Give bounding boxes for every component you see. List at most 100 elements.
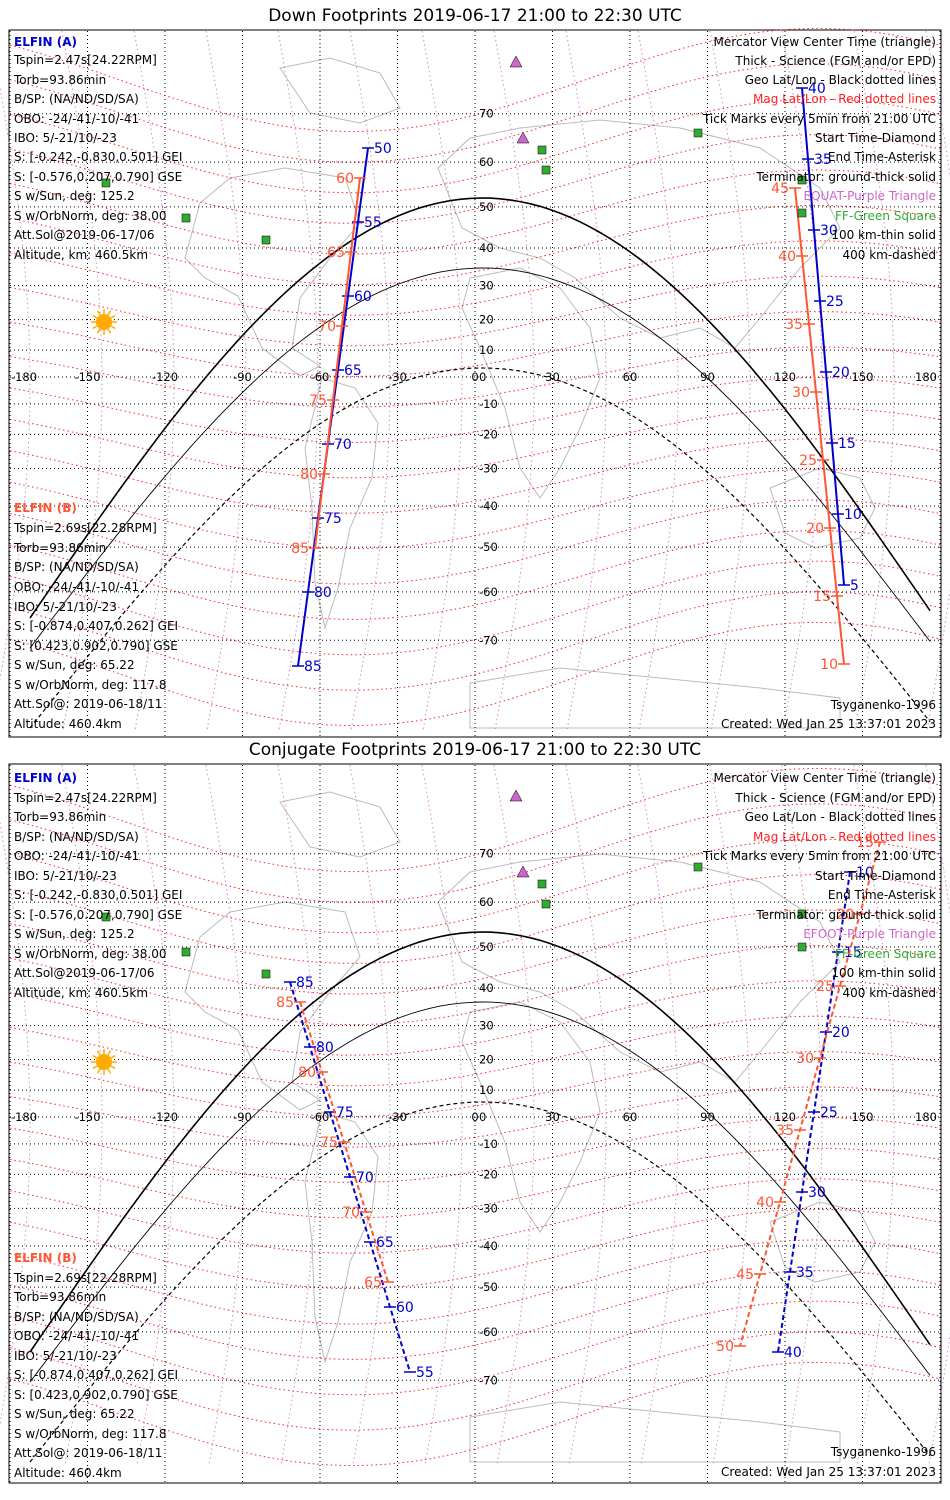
info-line: OBO: -24/-41/-10/-41 [14,849,139,863]
lat-tick-label: 50 [479,200,494,214]
lon-tick-label: 120 [774,1110,796,1124]
info-line: Torb=93.86min [13,73,106,87]
ff-green-square [541,165,551,175]
lat-tick-label: 20 [479,1053,494,1067]
model-label: Tsyganenko-1996 [830,1445,936,1459]
track-tick-label: 80 [316,1040,334,1056]
mag-lon-line [349,764,391,1466]
coastline [184,901,361,1111]
track-tick-label: 35 [776,1123,794,1139]
ff-green-square [537,145,547,155]
info-line: Torb=93.86min [13,810,106,824]
legend-item: Thick - Science (FGM and/or EPD) [734,791,936,805]
ff-green-square [101,912,111,922]
info-line: OBO: -24/-41/-10/-41 [14,1329,139,1343]
elfin-b-track [794,187,845,665]
track-tick-label: 25 [820,1105,838,1121]
legend-item: Geo Lat/Lon - Black dotted lines [745,73,936,87]
legend-item: End Time-Asterisk [828,888,936,902]
legend-item: Terminator: ground-thick solid [755,170,936,184]
track-tick-label: 20 [806,521,824,537]
info-line: S w/Sun, deg: 65.22 [14,1407,135,1421]
info-line: S: [0.423,0.902,0.790] GSE [14,639,178,653]
axis-labels: 706050403020100-10-20-30-40-50-60-70-180… [11,107,937,648]
track-tick-label: 85 [304,659,322,675]
sun-ray [92,1054,98,1059]
elfin-a-info: ELFIN (A) Tspin=2.47s[24.22RPM] Torb=93.… [13,35,182,262]
coastline [304,377,379,630]
track-tick-label: 25 [816,979,834,995]
coastline [437,119,841,349]
track-tick-label: 25 [799,453,817,469]
sun-ray [96,1050,101,1056]
mag-lat-line [9,311,941,377]
info-line: S w/OrbNorm, deg: 38.00 [14,209,166,223]
legend-item: Tick Marks every 5min from 21:00 UTC [702,112,936,126]
footprint-tracks: 40 35 30 25 20 15 10 5 45 40 35 30 25 20 15 10 50 55 60 65 7… [291,81,862,675]
lat-tick-label: -20 [479,1167,498,1181]
lat-tick-label: 10 [479,343,494,357]
lat-tick-label: -70 [479,1373,498,1387]
legend-item: Start Time-Diamond [815,869,936,883]
lat-tick-label: 0 [479,1110,486,1124]
track-tick-label: 15 [813,589,831,605]
legend-item: Terminator: ground-thick solid [755,908,936,922]
lat-tick-label: -50 [479,540,498,554]
track-tick-label: 85 [276,995,294,1011]
track-tick-label: 10 [820,657,838,673]
terminator-line [29,1001,931,1383]
lat-tick-label: -60 [479,585,498,599]
lat-tick-label: -70 [479,633,498,647]
track-tick-label: 35 [814,152,832,168]
legend-item: Start Time-Diamond [815,131,936,145]
mag-lon-line [277,30,319,732]
elfin-a-track [801,87,845,586]
lon-tick-label: -30 [388,370,407,384]
track-tick-label: 65 [364,1275,382,1291]
mag-lat-line [9,1117,941,1183]
track-tick-label: 70 [356,1170,374,1186]
track-tick-label: 45 [771,181,789,197]
ff-green-square [693,128,703,138]
track-tick-label: 65 [344,363,362,379]
lat-tick-label: 60 [479,895,494,909]
info-line: S: [0.423,0.902,0.790] GSE [14,1388,178,1402]
info-line: S: [-0.874,0.407,0.262] GEI [14,1368,178,1382]
lon-tick-label: -180 [11,1110,37,1124]
coastline [469,667,841,729]
mag-lon-line [61,764,103,1466]
info-line: Att.Sol@2019-06-17/06 [14,966,155,980]
panel-title-down: Down Footprints 2019-06-17 21:00 to 22:3… [268,6,682,26]
legend-item: Geo Lat/Lon - Black dotted lines [745,810,936,824]
purple-triangle-icon [509,789,523,802]
coastline [304,1111,379,1364]
mag-lon-line [133,30,175,732]
legend-item: Mercator View Center Time (triangle) [714,35,936,49]
track-tick-label: 55 [364,215,382,231]
ff-green-square [797,208,807,218]
track-tick-label: 70 [318,319,336,335]
elfin-b-info: ELFIN (B) Tspin=2.69s[22.28RPM] Torb=93.… [13,1251,178,1480]
mag-lon-line [709,764,751,1466]
track-tick-label: 60 [336,171,354,187]
lon-tick-label: 30 [545,1110,560,1124]
legend-item: Mag Lat/Lon - Red dotted lines [753,92,936,106]
lat-tick-label: 70 [479,847,494,861]
ff-green-square [181,947,191,957]
ff-green-square [693,862,703,872]
sun-ray [110,1065,116,1070]
track-tick-label: 85 [296,975,314,991]
footprint-tracks: 10 15 20 25 30 35 40 15 20 25 30 35 40 45 50 85 80 75 70 65… [276,835,886,1381]
mag-lon-line [637,764,679,1466]
info-line: B/SP: (NA/ND/SD/SA) [14,1310,139,1324]
mag-lat-line [9,499,941,585]
track-tick-label: 80 [314,585,332,601]
ff-green-square [181,213,191,223]
ff-green-square [261,235,271,245]
mag-lat-line [9,803,941,903]
mag-lat-line [9,909,941,995]
info-line: S w/OrbNorm, deg: 117.8 [14,1427,166,1441]
geo-grid [9,765,941,1482]
info-line: S w/Sun, deg: 125.2 [14,189,135,203]
mag-lat-line [9,944,941,1026]
